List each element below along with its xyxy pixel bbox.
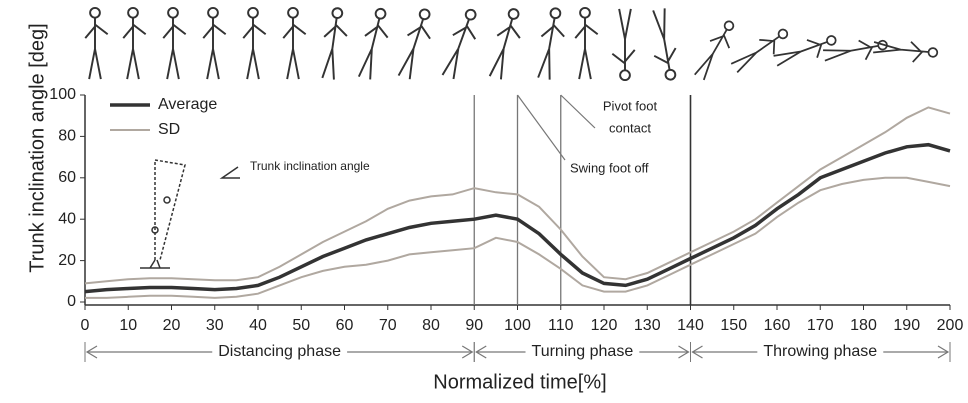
- x-tick-label: 200: [937, 317, 964, 334]
- arrowhead: [937, 345, 950, 359]
- phase-label: Distancing phase: [218, 343, 341, 360]
- x-tick-label: 150: [720, 317, 747, 334]
- arrowhead: [475, 345, 487, 359]
- leader-line: [517, 94, 566, 161]
- series-line: [84, 142, 951, 294]
- x-tick-label: 70: [379, 317, 397, 334]
- phase-arrow: Distancing phase: [84, 342, 475, 362]
- arrowhead: [461, 345, 474, 359]
- x-tick-label: 110: [548, 317, 574, 334]
- x-tick-label: 80: [422, 317, 440, 334]
- x-tick-label: 60: [336, 317, 354, 334]
- x-tick-label: 10: [119, 317, 137, 334]
- y-tick-label: 80: [58, 128, 76, 145]
- phase-arrow: Throwing phase: [690, 342, 951, 362]
- phase-label: Turning phase: [532, 343, 634, 360]
- annotation: Pivot foot: [603, 98, 658, 113]
- x-tick-label: 160: [764, 317, 791, 334]
- annotation: contact: [609, 120, 651, 135]
- x-tick-label: 20: [163, 317, 181, 334]
- arrowhead: [678, 345, 690, 359]
- x-tick-label: 30: [206, 317, 224, 334]
- phase-label: Throwing phase: [763, 343, 877, 360]
- x-tick-label: 120: [591, 317, 618, 334]
- y-tick-label: 100: [49, 86, 76, 103]
- x-axis-label: Normalized time[%]: [433, 371, 606, 393]
- y-tick-label: 0: [67, 293, 76, 310]
- x-tick-label: 90: [465, 317, 483, 334]
- annotation: Trunk inclination angle: [250, 159, 370, 173]
- arrowhead: [85, 345, 98, 359]
- x-tick-label: 50: [292, 317, 310, 334]
- label-bg: [757, 343, 884, 361]
- annotation: Swing foot off: [570, 160, 649, 175]
- sd-line: [85, 176, 951, 299]
- legend-label: SD: [158, 121, 180, 138]
- phase-arrow: Turning phase: [473, 342, 691, 362]
- y-axis-label: Trunk inclination angle [deg]: [26, 23, 48, 272]
- x-tick-label: 40: [249, 317, 267, 334]
- leader-line: [560, 94, 596, 129]
- x-tick-label: 190: [893, 317, 920, 334]
- x-tick-label: 0: [81, 317, 90, 334]
- x-tick-label: 140: [677, 317, 704, 334]
- legend-label: Average: [158, 96, 217, 113]
- figure-strip: [84, 5, 940, 84]
- arrowhead: [691, 345, 703, 359]
- x-tick-label: 130: [634, 317, 661, 334]
- y-tick-label: 60: [58, 169, 76, 186]
- y-tick-label: 20: [58, 252, 76, 269]
- y-tick-label: 40: [58, 210, 76, 227]
- label-bg: [212, 343, 348, 361]
- x-tick-label: 180: [850, 317, 877, 334]
- label-bg: [525, 343, 640, 361]
- x-tick-label: 170: [807, 317, 834, 334]
- sd-line: [84, 106, 951, 285]
- trunk-angle-icon: [140, 159, 240, 269]
- x-tick-label: 100: [504, 317, 531, 334]
